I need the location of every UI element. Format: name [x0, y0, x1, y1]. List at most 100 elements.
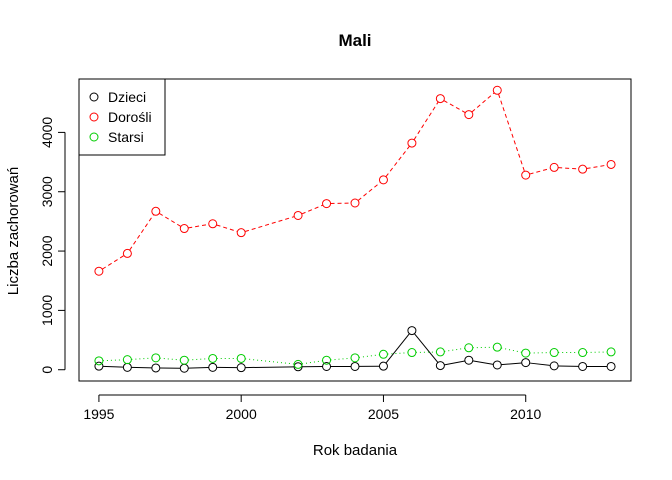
- data-point: [208, 219, 218, 229]
- plot-frame: [78, 78, 632, 382]
- data-point: [208, 353, 218, 363]
- series-line-segment: [529, 362, 551, 366]
- series-line-segment: [443, 100, 466, 114]
- data-point: [94, 356, 104, 366]
- series-line-segment: [498, 93, 525, 172]
- data-point: [322, 199, 332, 209]
- series-line-segment: [387, 352, 408, 355]
- data-point: [122, 355, 132, 365]
- series-line-segment: [216, 224, 238, 232]
- data-point: [521, 170, 531, 180]
- data-point: [492, 342, 502, 352]
- series-line-segment: [244, 216, 295, 232]
- series-line-segment: [444, 347, 465, 352]
- legend-label: Dzieci: [108, 89, 146, 105]
- data-point: [350, 353, 360, 363]
- x-axis-label: Rok badania: [313, 442, 398, 459]
- data-point: [236, 363, 246, 373]
- series-line-segment: [159, 357, 181, 361]
- series-line-segment: [413, 101, 439, 140]
- series-line-segment: [385, 333, 410, 364]
- series-1: [94, 326, 616, 373]
- legend-label: Dorośli: [108, 109, 152, 125]
- series-line-segment: [158, 212, 182, 227]
- data-point: [464, 355, 474, 365]
- data-point: [435, 347, 445, 357]
- data-point: [151, 206, 161, 216]
- data-point: [293, 362, 303, 372]
- series-3: [94, 342, 616, 369]
- y-tick-label: 3000: [39, 176, 55, 207]
- legend-marker: [89, 112, 99, 122]
- series-line-segment: [301, 204, 324, 215]
- data-point: [179, 224, 189, 234]
- x-tick-label: 2000: [226, 406, 257, 422]
- data-point: [293, 359, 303, 369]
- series-line-segment: [472, 360, 494, 365]
- series-line-segment: [131, 357, 152, 360]
- series-line-segment: [102, 255, 125, 270]
- series-line-segment: [586, 164, 608, 170]
- data-point: [378, 361, 388, 371]
- series-line-segment: [444, 360, 465, 366]
- data-point: [549, 361, 559, 371]
- legend: Dzieci Dorośli Starsi: [78, 78, 166, 156]
- y-tick-label: 1000: [39, 295, 55, 326]
- data-point: [464, 110, 474, 120]
- data-point: [322, 355, 332, 365]
- y-tick-label: 0: [39, 366, 55, 374]
- data-point: [236, 228, 246, 238]
- y-tick-label: 2000: [39, 235, 55, 266]
- data-point: [549, 348, 559, 358]
- series-line-segment: [529, 167, 551, 175]
- data-point: [578, 348, 588, 358]
- series-line-segment: [188, 223, 209, 229]
- series-line-segment: [330, 357, 352, 361]
- data-point: [179, 363, 189, 373]
- data-point: [407, 348, 417, 358]
- data-point: [350, 198, 360, 208]
- data-point: [208, 362, 218, 372]
- series-line-segment: [301, 360, 323, 365]
- data-point: [606, 159, 616, 169]
- data-point: [378, 349, 388, 359]
- series-line-segment: [102, 359, 124, 362]
- data-point: [122, 362, 132, 372]
- data-point: [407, 138, 417, 148]
- data-point: [521, 358, 531, 368]
- data-point: [606, 347, 616, 357]
- legend-marker: [89, 92, 99, 102]
- data-point: [350, 361, 360, 371]
- data-point: [179, 355, 189, 365]
- data-point: [236, 353, 246, 363]
- series-line-segment: [501, 362, 522, 366]
- series-2: [94, 85, 616, 276]
- data-point: [464, 343, 474, 353]
- x-tick-label: 2010: [510, 406, 541, 422]
- data-point: [151, 363, 161, 373]
- series-line-segment: [245, 366, 295, 369]
- series-line-segment: [471, 92, 495, 113]
- data-point: [549, 162, 559, 172]
- data-point: [94, 266, 104, 276]
- series-line-segment: [357, 182, 381, 201]
- series-line-segment: [188, 358, 209, 361]
- data-point: [378, 175, 388, 185]
- data-point: [492, 360, 502, 370]
- y-tick-label: 4000: [39, 117, 55, 148]
- series-line-segment: [245, 358, 295, 365]
- data-point: [293, 210, 303, 220]
- series-line-segment: [129, 214, 155, 251]
- data-point: [122, 248, 132, 258]
- x-tick-label: 2005: [368, 406, 399, 422]
- series-line-segment: [358, 354, 380, 358]
- data-point: [521, 348, 531, 358]
- series-line-segment: [102, 365, 124, 368]
- data-point: [606, 361, 616, 371]
- data-point: [407, 326, 417, 336]
- legend-box: [78, 78, 166, 156]
- series-layer: [94, 85, 616, 373]
- x-tick-label: 1995: [83, 406, 114, 422]
- data-point: [435, 94, 445, 104]
